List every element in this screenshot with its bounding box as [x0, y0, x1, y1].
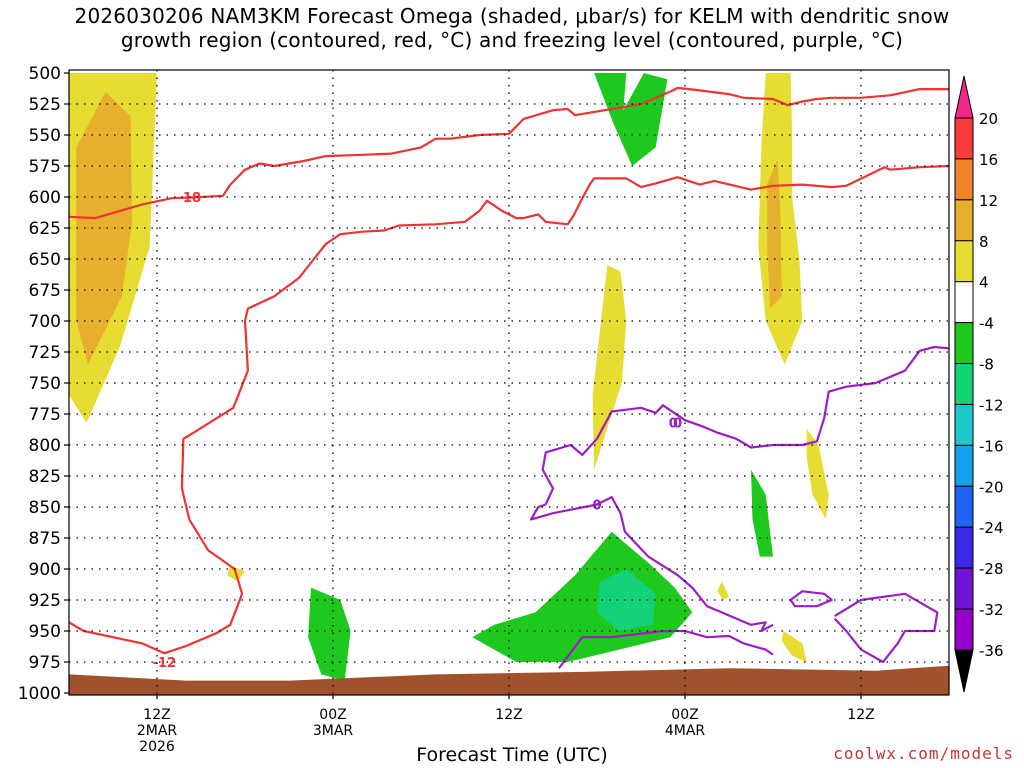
- colorbar-swatch: [954, 567, 974, 610]
- colorbar-swatch: [954, 608, 974, 651]
- colorbar-label: -20: [979, 478, 1004, 496]
- y-tick-label: 650: [29, 250, 61, 270]
- omega-region-mid-green-col: [638, 376, 661, 520]
- colorbar-label: -24: [979, 519, 1004, 537]
- contour-purple-zero-upper: [541, 345, 949, 505]
- y-tick-label: 775: [29, 405, 61, 425]
- omega-region-small-yellow-2: [781, 631, 807, 662]
- colorbar-label: -32: [979, 601, 1004, 619]
- omega-region-small-yellow-1: [806, 428, 829, 520]
- colorbar-label: 20: [979, 110, 998, 128]
- y-tick-label: 800: [29, 436, 61, 456]
- colorbar-swatch: [954, 485, 974, 528]
- y-tick-label: 875: [29, 529, 61, 549]
- credit-link[interactable]: coolwx.com/models: [833, 744, 1014, 763]
- colorbar-label: 4: [979, 274, 989, 292]
- colorbar-swatch: [954, 240, 974, 283]
- contour-label-red-minus-18: -18: [178, 191, 202, 206]
- y-tick-label: 825: [29, 467, 61, 487]
- terrain-ground: [69, 665, 949, 695]
- x-tick-label: 12Z: [847, 707, 874, 723]
- colorbar-label: -36: [979, 642, 1004, 660]
- x-tick-label: 2026: [139, 739, 175, 755]
- omega-region-right-orange: [767, 159, 782, 309]
- colorbar-swatch: [954, 526, 974, 569]
- contour-label-purple-zero-upper: 0: [669, 417, 678, 432]
- omega-region-lower-right-green: [733, 352, 795, 594]
- y-tick-label: 1000: [18, 684, 61, 704]
- colorbar-label: -12: [979, 396, 1004, 414]
- colorbar-label: 12: [979, 192, 998, 210]
- x-tick-label: 00Z: [671, 707, 698, 723]
- colorbar-label: -16: [979, 437, 1004, 455]
- colorbar-swatch: [954, 363, 974, 405]
- x-tick-label: 00Z: [319, 707, 346, 723]
- y-tick-label: 600: [29, 188, 61, 208]
- contour-red-minus-12: [69, 164, 949, 655]
- x-tick-label: 4MAR: [665, 723, 706, 739]
- x-tick-label: 12Z: [495, 707, 522, 723]
- colorbar-label: 8: [979, 233, 989, 251]
- colorbar-swatch: [954, 158, 974, 201]
- omega-region-lower-right-teal: [751, 469, 773, 557]
- colorbar-bottom-arrow: [954, 649, 974, 693]
- y-tick-label: 700: [29, 312, 61, 332]
- y-tick-label: 925: [29, 591, 61, 611]
- contour-label-purple-zero-left: 0: [592, 499, 601, 514]
- colorbar-label: 16: [979, 151, 998, 169]
- contour-purple-zero-loop-2: [833, 592, 939, 664]
- contour-label-red-minus-12: -12: [153, 656, 177, 671]
- colorbar-swatch: [954, 322, 974, 365]
- y-tick-label: 625: [29, 219, 61, 239]
- omega-region-bottom-teal-1: [308, 587, 351, 681]
- y-tick-label: 950: [29, 622, 61, 642]
- omega-region-small-yellow-3: [717, 581, 729, 600]
- contour-purple-zero-loop-1: [789, 590, 833, 608]
- x-tick-label: 2MAR: [137, 723, 178, 739]
- y-tick-label: 500: [29, 64, 61, 84]
- contour-purple-zero-main: [529, 496, 774, 633]
- omega-region-mid-green-1: [497, 81, 512, 191]
- omega-region-bottom-teal-2: [472, 531, 693, 662]
- y-tick-label: 850: [29, 498, 61, 518]
- colorbar-label: -4: [979, 315, 994, 333]
- colorbar-swatch: [954, 117, 974, 160]
- y-tick-label: 525: [29, 95, 61, 115]
- colorbar-swatch: [954, 403, 974, 446]
- omega-region-mid-yellow: [592, 265, 627, 470]
- chart-title-line-1: 2026030206 NAM3KM Forecast Omega (shaded…: [74, 4, 950, 28]
- omega-region-upper-left-orange: [76, 91, 133, 365]
- colorbar-label: -28: [979, 560, 1004, 578]
- contour-label-purple-zero-main: 0: [673, 417, 682, 432]
- y-tick-label: 900: [29, 560, 61, 580]
- omega-region-bottom-cyan: [597, 569, 656, 631]
- colorbar-label: -8: [979, 356, 994, 374]
- omega-region-right-green: [730, 73, 762, 414]
- y-tick-label: 675: [29, 281, 61, 301]
- y-tick-label: 750: [29, 374, 61, 394]
- y-tick-label: 975: [29, 653, 61, 673]
- omega-region-green-streak-2: [233, 259, 248, 309]
- omega-region-green-streak-1: [198, 159, 225, 297]
- y-tick-label: 725: [29, 343, 61, 363]
- colorbar-swatch: [954, 444, 974, 487]
- x-tick-label: 3MAR: [313, 723, 354, 739]
- contour-red-minus-18: [69, 86, 949, 220]
- x-axis-label: Forecast Time (UTC): [416, 744, 608, 766]
- colorbar-top-arrow: [954, 75, 974, 119]
- omega-region-ll-green: [69, 513, 112, 582]
- colorbar-swatch: [954, 281, 974, 324]
- y-tick-label: 550: [29, 126, 61, 146]
- omega-region-upper-teal: [594, 73, 668, 166]
- chart-title-line-2: growth region (contoured, red, °C) and f…: [120, 28, 904, 52]
- y-tick-label: 575: [29, 157, 61, 177]
- contour-purple-zero-left: [558, 629, 774, 669]
- colorbar-swatch: [954, 199, 974, 242]
- x-tick-label: 12Z: [143, 707, 170, 723]
